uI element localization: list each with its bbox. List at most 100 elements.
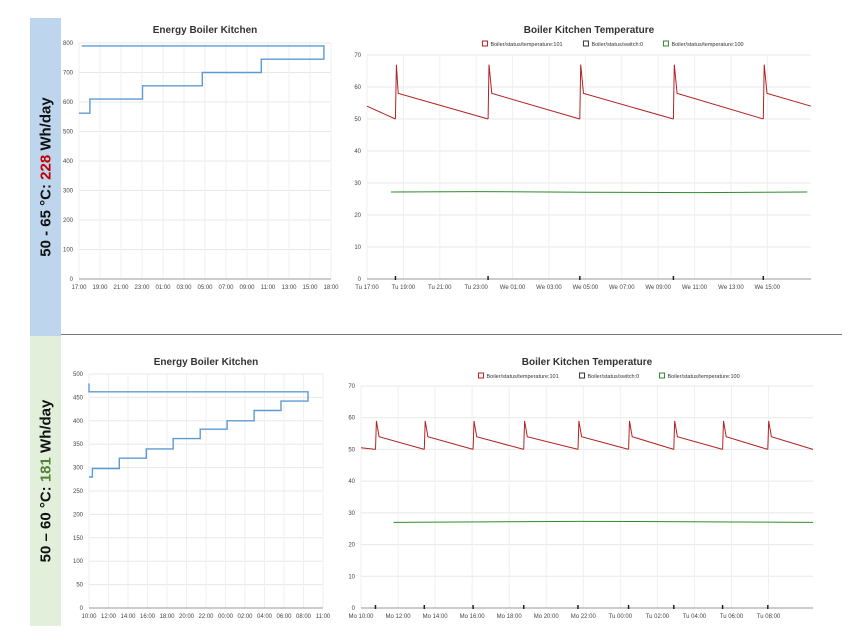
temperature-101-segment	[472, 420, 524, 450]
side-label-value: 228	[37, 154, 54, 180]
x-tick-label: Tu 23:00	[464, 285, 488, 291]
energy-line	[79, 45, 325, 114]
x-tick-label: Tu 02:00	[646, 614, 670, 620]
x-tick-label: We 13:00	[718, 285, 744, 291]
chart-title: Energy Boiler Kitchen	[153, 25, 257, 36]
x-tick-label: 19:00	[92, 285, 108, 291]
y-tick-label: 0	[70, 277, 74, 283]
temperature-100-line	[390, 191, 808, 194]
x-tick-label: Mo 12:00	[386, 614, 412, 620]
side-band-top: 50 - 65 °C: 228 Wh/day	[30, 18, 61, 336]
x-tick-label: 12:00	[101, 614, 117, 620]
x-tick-label: 08:00	[296, 614, 312, 620]
x-tick-label: 11:00	[261, 285, 276, 291]
x-tick-label: 20:00	[179, 614, 195, 620]
y-tick-label: 100	[73, 559, 84, 565]
x-tick-label: Mo 14:00	[423, 614, 449, 620]
x-tick-label: 10:00	[81, 614, 97, 620]
y-tick-label: 150	[73, 536, 84, 542]
x-tick-label: Mo 22:00	[571, 614, 597, 620]
temperature-101-segment	[423, 420, 474, 450]
x-tick-label: We 03:00	[536, 285, 562, 291]
x-tick-label: 13:00	[281, 285, 297, 291]
chart-temperature-top: Boiler Kitchen Temperature 0 10 20 30 40 50 60 7…	[354, 25, 812, 291]
x-tick-label: 03:00	[176, 285, 192, 291]
legend-swatch	[659, 372, 666, 379]
chart-title: Energy Boiler Kitchen	[154, 357, 258, 368]
y-tick-label: 250	[73, 489, 84, 495]
side-label-top: 50 - 65 °C: 228 Wh/day	[37, 97, 54, 256]
x-tick-label: Mo 20:00	[534, 614, 560, 620]
x-tick-label: 01:00	[155, 285, 171, 291]
y-tick-label: 500	[73, 372, 84, 378]
side-label-prefix: 50 – 60 °C:	[37, 482, 54, 563]
x-tick-label: 23:00	[134, 285, 150, 291]
y-tick-label: 600	[63, 100, 74, 106]
y-tick-label: 200	[63, 218, 74, 224]
panel-divider	[61, 334, 842, 335]
chart-energy-bottom: Energy Boiler Kitchen 0 50 100 150 200 250 300 3…	[73, 357, 331, 620]
y-tick-label: 350	[73, 442, 84, 448]
y-tick-label: 50	[348, 447, 355, 453]
chart-title: Boiler Kitchen Temperature	[524, 25, 655, 36]
x-tick-label: 21:00	[113, 285, 129, 291]
x-tick-label: 00:00	[218, 614, 234, 620]
side-label-prefix: 50 - 65 °C:	[37, 179, 54, 257]
y-tick-label: 800	[63, 41, 74, 47]
temperature-101-segment	[628, 420, 674, 450]
y-tick-label: 500	[63, 130, 74, 136]
y-tick-label: 300	[73, 466, 84, 472]
y-tick-label: 400	[63, 159, 74, 165]
x-tick-label: 15:00	[302, 285, 318, 291]
x-tick-label: 17:00	[71, 285, 87, 291]
x-tick-label: Tu 08:00	[757, 614, 781, 620]
y-tick-label: 400	[73, 419, 84, 425]
legend-label: Boiler/status/temperature:101	[487, 374, 559, 380]
x-tick-label: 14:00	[120, 614, 136, 620]
panel-bottom: 50 – 60 °C: 181 Wh/day	[0, 336, 850, 626]
chart-title: Boiler Kitchen Temperature	[522, 357, 653, 368]
legend-label: Boiler/status/switch:0	[588, 374, 640, 380]
y-tick-label: 60	[354, 85, 361, 91]
x-tick-label: Tu 17:00	[355, 285, 379, 291]
side-label-suffix: Wh/day	[37, 399, 54, 458]
y-tick-label: 30	[348, 511, 355, 517]
y-tick-label: 10	[354, 245, 361, 251]
temperature-101-segment	[487, 64, 580, 120]
x-tick-label: 22:00	[198, 614, 214, 620]
x-tick-label: We 09:00	[645, 285, 671, 291]
temperature-101-segment	[366, 105, 396, 120]
x-tick-label: We 11:00	[682, 285, 708, 291]
x-tick-label: 18:00	[323, 285, 339, 291]
temperature-101-segment	[673, 420, 723, 450]
x-tick-label: 05:00	[197, 285, 213, 291]
x-tick-label: Tu 21:00	[428, 285, 452, 291]
y-tick-label: 300	[63, 189, 74, 195]
side-label-suffix: Wh/day	[37, 97, 54, 155]
side-label-value: 181	[37, 457, 54, 483]
y-tick-label: 30	[354, 181, 361, 187]
y-tick-label: 700	[63, 71, 74, 77]
legend-swatch	[478, 372, 485, 379]
energy-line	[88, 383, 309, 478]
chart-energy-top: Energy Boiler Kitchen 0 100 200 300 400 500 600…	[63, 25, 339, 291]
temperature-101-segment	[375, 420, 425, 450]
temperature-101-segment	[577, 420, 629, 450]
legend-label: Boiler/status/switch:0	[591, 42, 643, 48]
y-tick-label: 60	[348, 416, 355, 422]
legend-label: Boiler/status/temperature:100	[671, 42, 743, 48]
temperature-101-segment	[767, 420, 814, 450]
x-tick-label: 18:00	[159, 614, 175, 620]
y-tick-label: 0	[352, 606, 356, 612]
x-tick-label: 06:00	[276, 614, 292, 620]
side-band-bottom: 50 – 60 °C: 181 Wh/day	[30, 336, 61, 626]
x-tick-label: 11:00	[316, 614, 331, 620]
y-tick-label: 0	[358, 277, 362, 283]
y-tick-label: 20	[348, 543, 355, 549]
x-tick-label: 09:00	[239, 285, 255, 291]
x-tick-label: Tu 04:00	[683, 614, 707, 620]
temperature-101-segment	[762, 64, 812, 120]
y-tick-label: 10	[348, 574, 355, 580]
chart-temperature-bottom: Boiler Kitchen Temperature 0 10 20 30 40 50 60 7…	[348, 357, 814, 620]
temperature-101-segment	[360, 447, 376, 450]
